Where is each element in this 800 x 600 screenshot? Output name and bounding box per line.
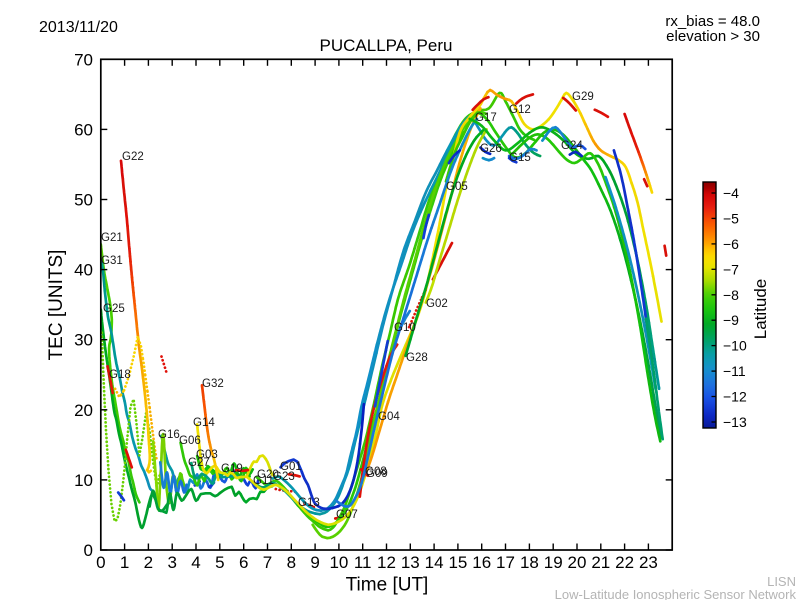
svg-text:G20: G20: [257, 469, 279, 481]
svg-text:G06: G06: [179, 435, 201, 447]
svg-text:Latitude: Latitude: [751, 279, 770, 340]
svg-text:40: 40: [74, 261, 93, 280]
svg-text:G16: G16: [158, 429, 180, 441]
svg-text:−9: −9: [723, 312, 739, 328]
svg-text:G25: G25: [103, 303, 125, 315]
svg-text:2: 2: [144, 553, 153, 572]
svg-text:70: 70: [74, 50, 93, 69]
svg-text:−8: −8: [723, 287, 739, 303]
svg-text:G21: G21: [101, 232, 123, 244]
svg-text:0: 0: [84, 541, 93, 560]
svg-text:6: 6: [239, 553, 248, 572]
svg-text:G24: G24: [561, 140, 583, 152]
svg-text:G29: G29: [572, 91, 594, 103]
svg-text:G11: G11: [253, 475, 274, 487]
svg-text:60: 60: [74, 120, 93, 139]
svg-text:G10: G10: [394, 322, 416, 334]
svg-text:10: 10: [74, 471, 93, 490]
svg-text:G26: G26: [480, 143, 502, 155]
svg-text:19: 19: [544, 553, 563, 572]
svg-text:G05: G05: [446, 181, 468, 193]
svg-text:9: 9: [310, 553, 319, 572]
svg-text:PUCALLPA, Peru: PUCALLPA, Peru: [320, 36, 453, 55]
svg-text:G12: G12: [509, 104, 531, 116]
svg-text:23: 23: [639, 553, 658, 572]
svg-text:−4: −4: [723, 185, 739, 201]
svg-text:21: 21: [591, 553, 610, 572]
svg-text:3: 3: [167, 553, 176, 572]
svg-text:G08: G08: [365, 466, 387, 478]
svg-text:22: 22: [615, 553, 634, 572]
svg-text:G28: G28: [406, 352, 428, 364]
svg-text:G17: G17: [475, 112, 497, 124]
svg-text:12: 12: [377, 553, 396, 572]
svg-text:G13: G13: [298, 497, 320, 509]
svg-text:−12: −12: [723, 389, 747, 405]
svg-text:G32: G32: [202, 378, 224, 390]
svg-text:4: 4: [191, 553, 200, 572]
svg-text:7: 7: [263, 553, 272, 572]
svg-text:14: 14: [425, 553, 444, 572]
svg-text:10: 10: [329, 553, 348, 572]
svg-text:G09: G09: [366, 468, 388, 480]
svg-text:LISN: LISN: [767, 574, 796, 589]
svg-text:elevation > 30: elevation > 30: [666, 28, 760, 45]
svg-text:G22: G22: [122, 151, 144, 163]
svg-text:−7: −7: [723, 261, 739, 277]
svg-text:15: 15: [448, 553, 467, 572]
svg-text:G31: G31: [101, 255, 123, 267]
svg-text:G18: G18: [109, 369, 131, 381]
svg-text:G02: G02: [426, 298, 448, 310]
svg-text:30: 30: [74, 331, 93, 350]
svg-text:Low-Latitude Ionospheric Senso: Low-Latitude Ionospheric Sensor Network: [555, 587, 797, 600]
svg-text:−5: −5: [723, 210, 739, 226]
svg-text:2013/11/20: 2013/11/20: [39, 19, 118, 36]
svg-text:G04: G04: [378, 411, 400, 423]
svg-text:18: 18: [520, 553, 539, 572]
svg-text:G03: G03: [196, 449, 218, 461]
svg-text:−6: −6: [723, 236, 739, 252]
svg-text:−11: −11: [723, 363, 746, 379]
svg-text:17: 17: [496, 553, 515, 572]
svg-text:5: 5: [215, 553, 224, 572]
svg-text:G01: G01: [280, 461, 302, 473]
svg-text:1: 1: [120, 553, 129, 572]
svg-text:13: 13: [401, 553, 420, 572]
svg-text:20: 20: [74, 401, 93, 420]
svg-text:11: 11: [354, 553, 372, 572]
svg-text:16: 16: [472, 553, 491, 572]
svg-text:rx_bias = 48.0: rx_bias = 48.0: [665, 13, 760, 30]
svg-text:Time [UT]: Time [UT]: [346, 575, 429, 596]
svg-text:G19: G19: [221, 463, 243, 475]
svg-text:8: 8: [287, 553, 296, 572]
svg-text:TEC [UNITS]: TEC [UNITS]: [46, 250, 67, 361]
svg-text:0: 0: [96, 553, 105, 572]
svg-text:G07: G07: [336, 509, 358, 521]
svg-text:20: 20: [568, 553, 587, 572]
svg-text:G23: G23: [273, 471, 295, 483]
svg-text:50: 50: [74, 191, 93, 210]
svg-text:G14: G14: [193, 417, 215, 429]
svg-text:G27: G27: [188, 457, 210, 469]
svg-text:−10: −10: [723, 338, 747, 354]
svg-text:G15: G15: [509, 152, 531, 164]
svg-text:−13: −13: [723, 414, 747, 430]
